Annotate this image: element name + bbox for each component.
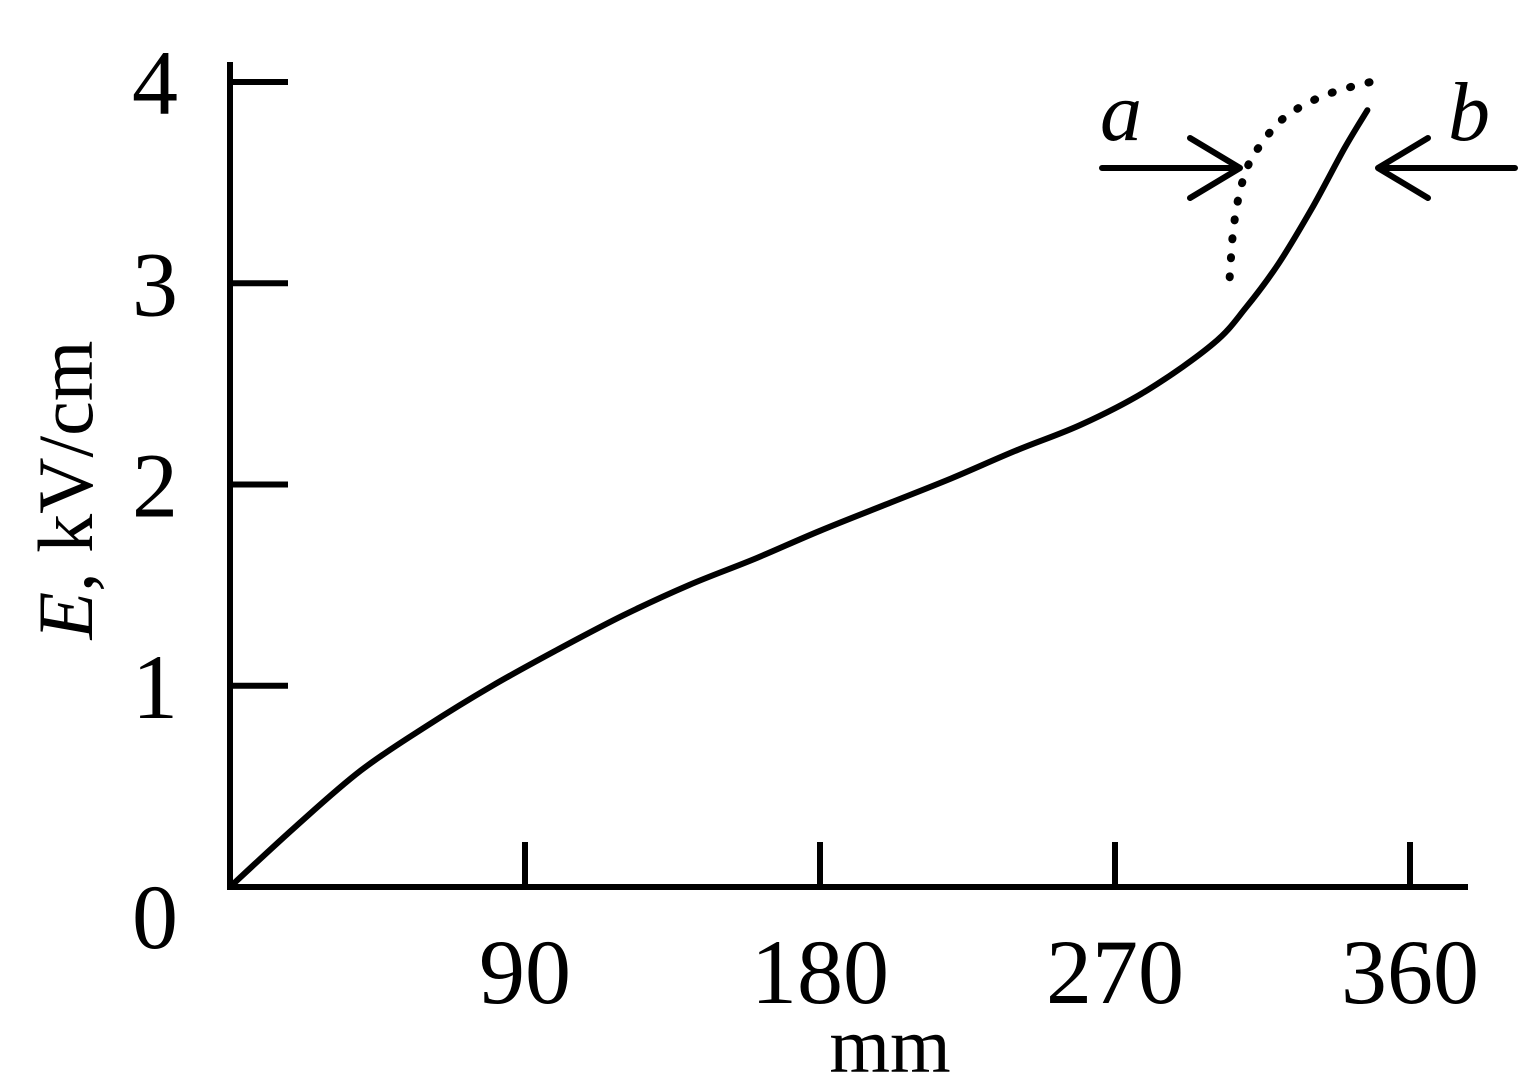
annotation-a-arrow bbox=[1099, 135, 1243, 201]
y-tick-label-4: 4 bbox=[132, 32, 178, 134]
annotation-b-arrow bbox=[1375, 135, 1518, 201]
x-tick-label-270: 270 bbox=[1046, 921, 1184, 1023]
annotation-b-label: b bbox=[1448, 66, 1490, 159]
x-tick-label-90: 90 bbox=[479, 921, 571, 1023]
x-ticks: 0 90 180 270 360 bbox=[132, 842, 1479, 1023]
x-tick-label-0: 0 bbox=[132, 866, 178, 968]
series-a-line bbox=[1225, 78, 1375, 282]
annotation-a-label: a bbox=[1100, 66, 1142, 159]
y-ticks: 1 2 3 4 bbox=[132, 32, 288, 738]
y-tick-label-3: 3 bbox=[132, 233, 178, 335]
series-layer bbox=[227, 78, 1375, 890]
annotation-a: a bbox=[1099, 66, 1243, 201]
axes bbox=[227, 62, 1468, 890]
annotations: a b bbox=[1099, 66, 1518, 201]
y-axis-title-symbol: E bbox=[22, 592, 109, 641]
y-tick-label-2: 2 bbox=[132, 435, 178, 537]
annotation-b: b bbox=[1375, 66, 1518, 201]
y-tick-label-1: 1 bbox=[132, 636, 178, 738]
y-axis-title-unit: , kV/cm bbox=[22, 341, 109, 592]
series-b-line bbox=[227, 107, 1371, 890]
x-tick-label-360: 360 bbox=[1341, 921, 1479, 1023]
y-axis-title: E, kV/cm bbox=[22, 341, 109, 641]
x-tick-label-180: 180 bbox=[751, 921, 889, 1023]
x-axis-title: mm bbox=[829, 1002, 950, 1083]
